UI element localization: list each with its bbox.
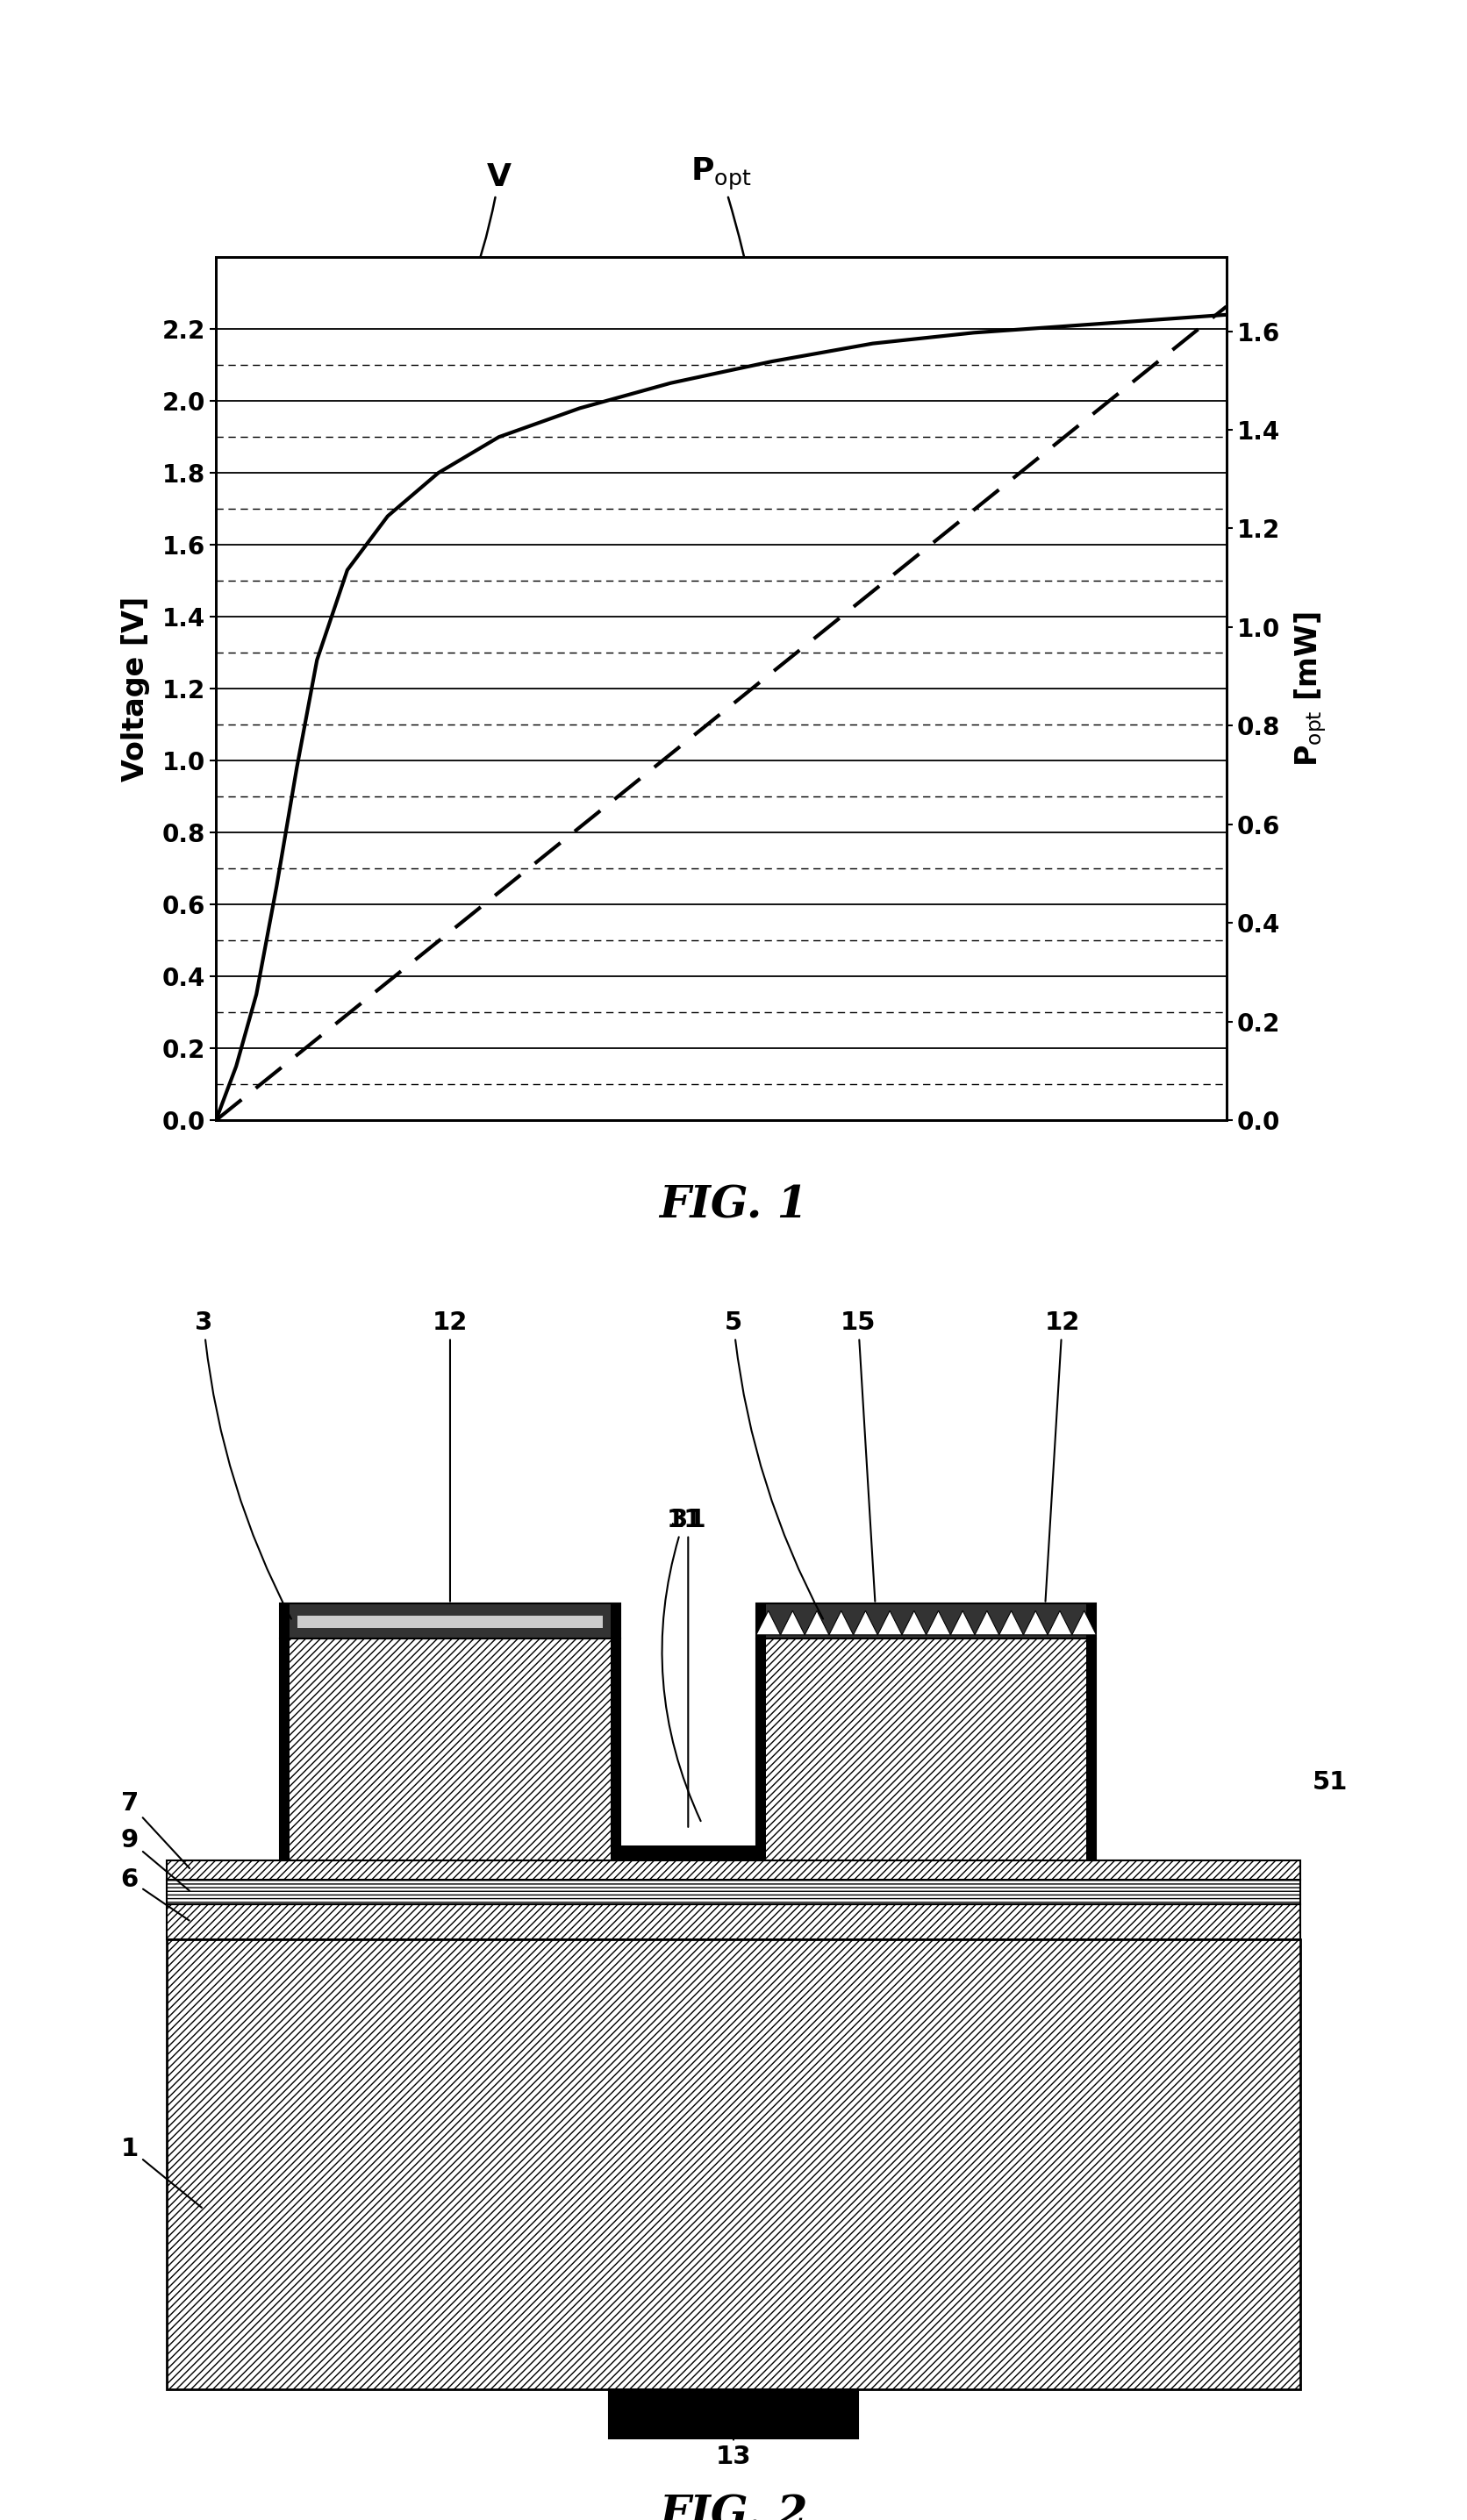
- Text: 12: 12: [433, 1310, 468, 1600]
- Polygon shape: [780, 1610, 805, 1635]
- Text: 11: 11: [662, 1507, 703, 1822]
- Text: FIG. 2: FIG. 2: [659, 2495, 808, 2520]
- Polygon shape: [854, 1610, 877, 1635]
- Bar: [756, 1603, 1096, 1638]
- Polygon shape: [999, 1610, 1024, 1635]
- Bar: [167, 1940, 1300, 2389]
- Text: 12: 12: [1045, 1310, 1080, 1600]
- Bar: [167, 1905, 1300, 1940]
- Bar: [280, 1603, 290, 1860]
- Text: 31: 31: [670, 1507, 706, 1827]
- Text: 15: 15: [841, 1310, 876, 1600]
- Polygon shape: [805, 1610, 829, 1635]
- Polygon shape: [1072, 1610, 1096, 1635]
- Bar: [280, 1638, 621, 1860]
- Text: 6: 6: [120, 1867, 189, 1920]
- Polygon shape: [902, 1610, 926, 1635]
- Text: P$_{\mathrm{opt}}$: P$_{\mathrm{opt}}$: [691, 156, 776, 630]
- Text: 5: 5: [725, 1310, 823, 1618]
- Text: 7: 7: [120, 1792, 189, 1867]
- Text: V: V: [273, 164, 511, 549]
- Text: 9: 9: [120, 1827, 189, 1890]
- Bar: [756, 1638, 1096, 1860]
- Polygon shape: [974, 1610, 999, 1635]
- Bar: [167, 1880, 1300, 1905]
- Bar: [756, 1603, 766, 1860]
- Text: 3: 3: [195, 1310, 292, 1618]
- Polygon shape: [926, 1610, 951, 1635]
- Polygon shape: [1047, 1610, 1072, 1635]
- Text: FIG. 1: FIG. 1: [659, 1184, 808, 1227]
- Polygon shape: [756, 1610, 780, 1635]
- Text: 13: 13: [716, 2439, 751, 2470]
- Polygon shape: [829, 1610, 854, 1635]
- Bar: [280, 1603, 621, 1638]
- Bar: [621, 1845, 756, 1860]
- Text: 51: 51: [1313, 1769, 1348, 1794]
- Y-axis label: P$_{\mathrm{opt}}$ [mW]: P$_{\mathrm{opt}}$ [mW]: [1292, 612, 1328, 766]
- Bar: [1087, 1603, 1096, 1860]
- Bar: [609, 2389, 858, 2439]
- Text: 1: 1: [120, 2137, 202, 2208]
- Bar: [167, 1860, 1300, 1880]
- Bar: [296, 1615, 603, 1628]
- Polygon shape: [1024, 1610, 1047, 1635]
- Bar: [610, 1603, 621, 1860]
- Polygon shape: [877, 1610, 902, 1635]
- Polygon shape: [951, 1610, 974, 1635]
